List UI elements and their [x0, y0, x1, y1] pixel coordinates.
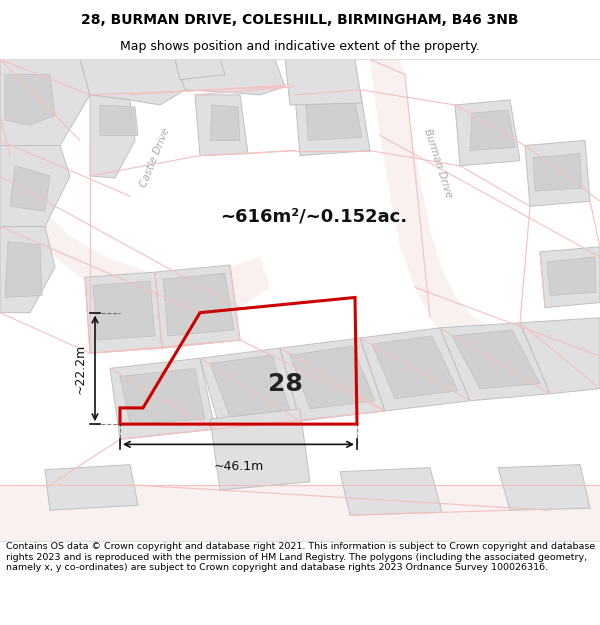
- Polygon shape: [175, 59, 285, 95]
- Polygon shape: [93, 281, 155, 340]
- Polygon shape: [370, 59, 600, 376]
- Polygon shape: [90, 95, 135, 178]
- Text: ~22.2m: ~22.2m: [74, 343, 87, 394]
- Polygon shape: [5, 242, 42, 298]
- Polygon shape: [547, 257, 596, 296]
- Polygon shape: [452, 330, 540, 389]
- Polygon shape: [210, 105, 240, 141]
- Polygon shape: [10, 166, 50, 211]
- Text: ~46.1m: ~46.1m: [214, 459, 263, 472]
- Polygon shape: [0, 226, 55, 312]
- Polygon shape: [195, 95, 248, 156]
- Polygon shape: [163, 273, 234, 336]
- Polygon shape: [0, 485, 600, 541]
- Text: 28: 28: [268, 372, 302, 396]
- Polygon shape: [210, 355, 290, 417]
- Polygon shape: [0, 59, 90, 146]
- Text: 28, BURMAN DRIVE, COLESHILL, BIRMINGHAM, B46 3NB: 28, BURMAN DRIVE, COLESHILL, BIRMINGHAM,…: [81, 13, 519, 27]
- Polygon shape: [290, 346, 375, 409]
- Polygon shape: [80, 59, 185, 105]
- Text: Contains OS data © Crown copyright and database right 2021. This information is : Contains OS data © Crown copyright and d…: [6, 542, 595, 572]
- Polygon shape: [100, 105, 138, 136]
- Polygon shape: [110, 358, 215, 439]
- Polygon shape: [372, 336, 458, 399]
- Polygon shape: [200, 348, 300, 429]
- Polygon shape: [520, 318, 600, 394]
- Polygon shape: [455, 100, 520, 166]
- Polygon shape: [340, 468, 442, 515]
- Polygon shape: [440, 322, 550, 401]
- Polygon shape: [45, 464, 138, 510]
- Polygon shape: [280, 338, 385, 421]
- Polygon shape: [5, 74, 55, 125]
- Polygon shape: [360, 328, 470, 411]
- Polygon shape: [295, 90, 370, 156]
- Polygon shape: [550, 322, 600, 384]
- Polygon shape: [175, 59, 225, 79]
- Polygon shape: [155, 265, 240, 348]
- Polygon shape: [85, 272, 162, 353]
- Polygon shape: [0, 146, 70, 226]
- Text: Castle Drive: Castle Drive: [139, 126, 172, 189]
- Polygon shape: [210, 409, 310, 490]
- Polygon shape: [306, 102, 362, 141]
- Text: Map shows position and indicative extent of the property.: Map shows position and indicative extent…: [120, 41, 480, 53]
- Polygon shape: [285, 59, 362, 105]
- Polygon shape: [498, 464, 590, 510]
- Polygon shape: [540, 247, 600, 308]
- Text: ~616m²/~0.152ac.: ~616m²/~0.152ac.: [220, 208, 407, 226]
- Polygon shape: [533, 154, 582, 191]
- Polygon shape: [470, 110, 515, 151]
- Polygon shape: [120, 368, 205, 424]
- Polygon shape: [525, 141, 590, 206]
- Text: Burman Drive: Burman Drive: [422, 128, 454, 199]
- Polygon shape: [0, 59, 270, 312]
